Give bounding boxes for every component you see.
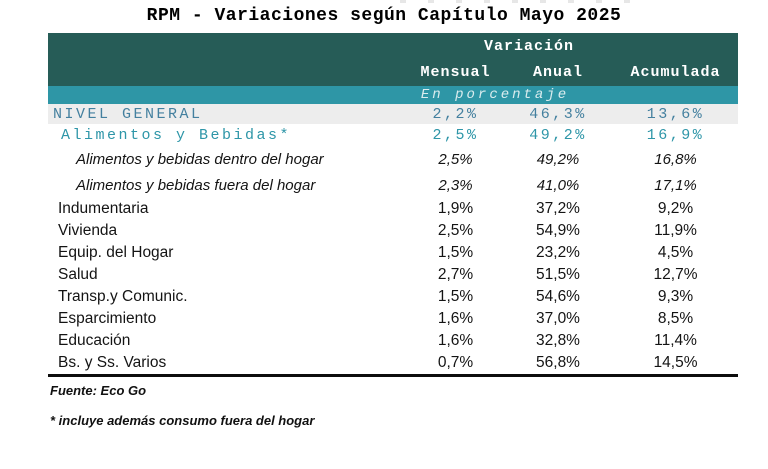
group-header-row: Variación [48, 33, 739, 59]
value-acumulada: 9,2% [657, 200, 694, 217]
value-anual: 37,0% [536, 310, 580, 327]
col-header-anual: Anual [503, 59, 613, 86]
band-spacer [48, 86, 408, 104]
unit-band-row: En porcentaje [48, 86, 739, 104]
row-label: Equip. del Hogar [58, 244, 174, 261]
group-header-variacion: Variación [408, 33, 739, 59]
row-label: Bs. y Ss. Varios [58, 354, 167, 371]
value-acumulada: 17,1% [654, 176, 697, 194]
table-row: Educación 1,6% 32,8% 11,4% [48, 330, 738, 352]
unit-note: En porcentaje [408, 86, 739, 104]
table-row: Equip. del Hogar 1,5% 23,2% 4,5% [48, 242, 738, 264]
table-row: Indumentaria 1,9% 37,2% 9,2% [48, 198, 738, 220]
table-row: Vivienda 2,5% 54,9% 11,9% [48, 220, 738, 242]
value-anual: 49,2% [529, 126, 587, 144]
table-row: Alimentos y Bebidas* 2,5% 49,2% 16,9% [48, 124, 738, 146]
value-anual: 46,3% [503, 104, 613, 124]
col-header-acumulada: Acumulada [613, 59, 739, 86]
row-label: Esparcimiento [58, 310, 157, 327]
value-acumulada: 11,9% [654, 222, 697, 239]
value-acumulada: 16,9% [646, 126, 705, 144]
row-label: Alimentos y bebidas dentro del hogar [76, 150, 324, 168]
page-title: RPM - Variaciones según Capítulo Mayo 20… [146, 6, 622, 26]
value-mensual: 2,5% [437, 222, 474, 239]
value-acumulada: 11,4% [654, 332, 697, 349]
value-mensual: 2,7% [437, 266, 474, 283]
column-header-row: Mensual Anual Acumulada [48, 59, 739, 86]
table-row: Transp.y Comunic. 1,5% 54,6% 9,3% [48, 286, 738, 308]
value-anual: 32,8% [536, 332, 580, 349]
value-anual: 23,2% [536, 244, 580, 261]
value-mensual: 2,3% [438, 176, 473, 194]
value-anual: 41,0% [536, 176, 580, 194]
value-acumulada: 14,5% [653, 354, 698, 371]
value-mensual: 1,5% [437, 288, 474, 305]
table-row: Alimentos y bebidas dentro del hogar 2,5%… [48, 146, 738, 172]
table-row: Alimentos y bebidas fuera del hogar 2,3% 4… [48, 172, 738, 198]
variation-table: Variación Mensual Anual Acumulada En por… [48, 33, 739, 377]
value-mensual: 2,2% [408, 104, 503, 124]
row-label: Transp.y Comunic. [58, 288, 188, 305]
value-acumulada: 16,8% [654, 150, 697, 168]
value-anual: 56,8% [536, 354, 580, 371]
cropped-text-artifact [400, 0, 640, 3]
value-mensual: 0,7% [437, 354, 474, 371]
header-spacer [48, 33, 408, 59]
value-mensual: 1,9% [437, 200, 474, 217]
value-anual: 54,9% [536, 222, 580, 239]
row-label: Salud [58, 266, 98, 283]
value-acumulada: 13,6% [613, 104, 739, 124]
value-acumulada: 12,7% [653, 266, 698, 283]
footnote: * incluye además consumo fuera del hogar [50, 413, 315, 428]
value-mensual: 2,5% [438, 150, 473, 168]
source-note: Fuente: Eco Go [50, 383, 147, 398]
value-mensual: 1,6% [437, 310, 474, 327]
value-mensual: 1,5% [437, 244, 474, 261]
value-anual: 49,2% [536, 150, 580, 168]
value-acumulada: 4,5% [657, 244, 694, 261]
value-mensual: 1,6% [437, 332, 474, 349]
table-row: Salud 2,7% 51,5% 12,7% [48, 264, 738, 286]
value-anual: 54,6% [536, 288, 580, 305]
row-label: Educación [58, 332, 131, 349]
table-row: Esparcimiento 1,6% 37,0% 8,5% [48, 308, 738, 330]
value-acumulada: 8,5% [657, 310, 694, 327]
row-label: Alimentos y bebidas fuera del hogar [76, 176, 316, 194]
value-mensual: 2,5% [432, 126, 479, 144]
header-spacer [48, 59, 408, 86]
row-label: Alimentos y Bebidas* [61, 126, 292, 144]
value-anual: 37,2% [536, 200, 580, 217]
row-label: NIVEL GENERAL [48, 104, 408, 124]
value-anual: 51,5% [536, 266, 580, 283]
row-label: Vivienda [58, 222, 118, 239]
value-acumulada: 9,3% [657, 288, 694, 305]
table-row: NIVEL GENERAL 2,2% 46,3% 13,6% [48, 104, 739, 124]
table-row: Bs. y Ss. Varios 0,7% 56,8% 14,5% [48, 352, 738, 376]
row-label: Indumentaria [58, 200, 149, 217]
col-header-mensual: Mensual [408, 59, 503, 86]
